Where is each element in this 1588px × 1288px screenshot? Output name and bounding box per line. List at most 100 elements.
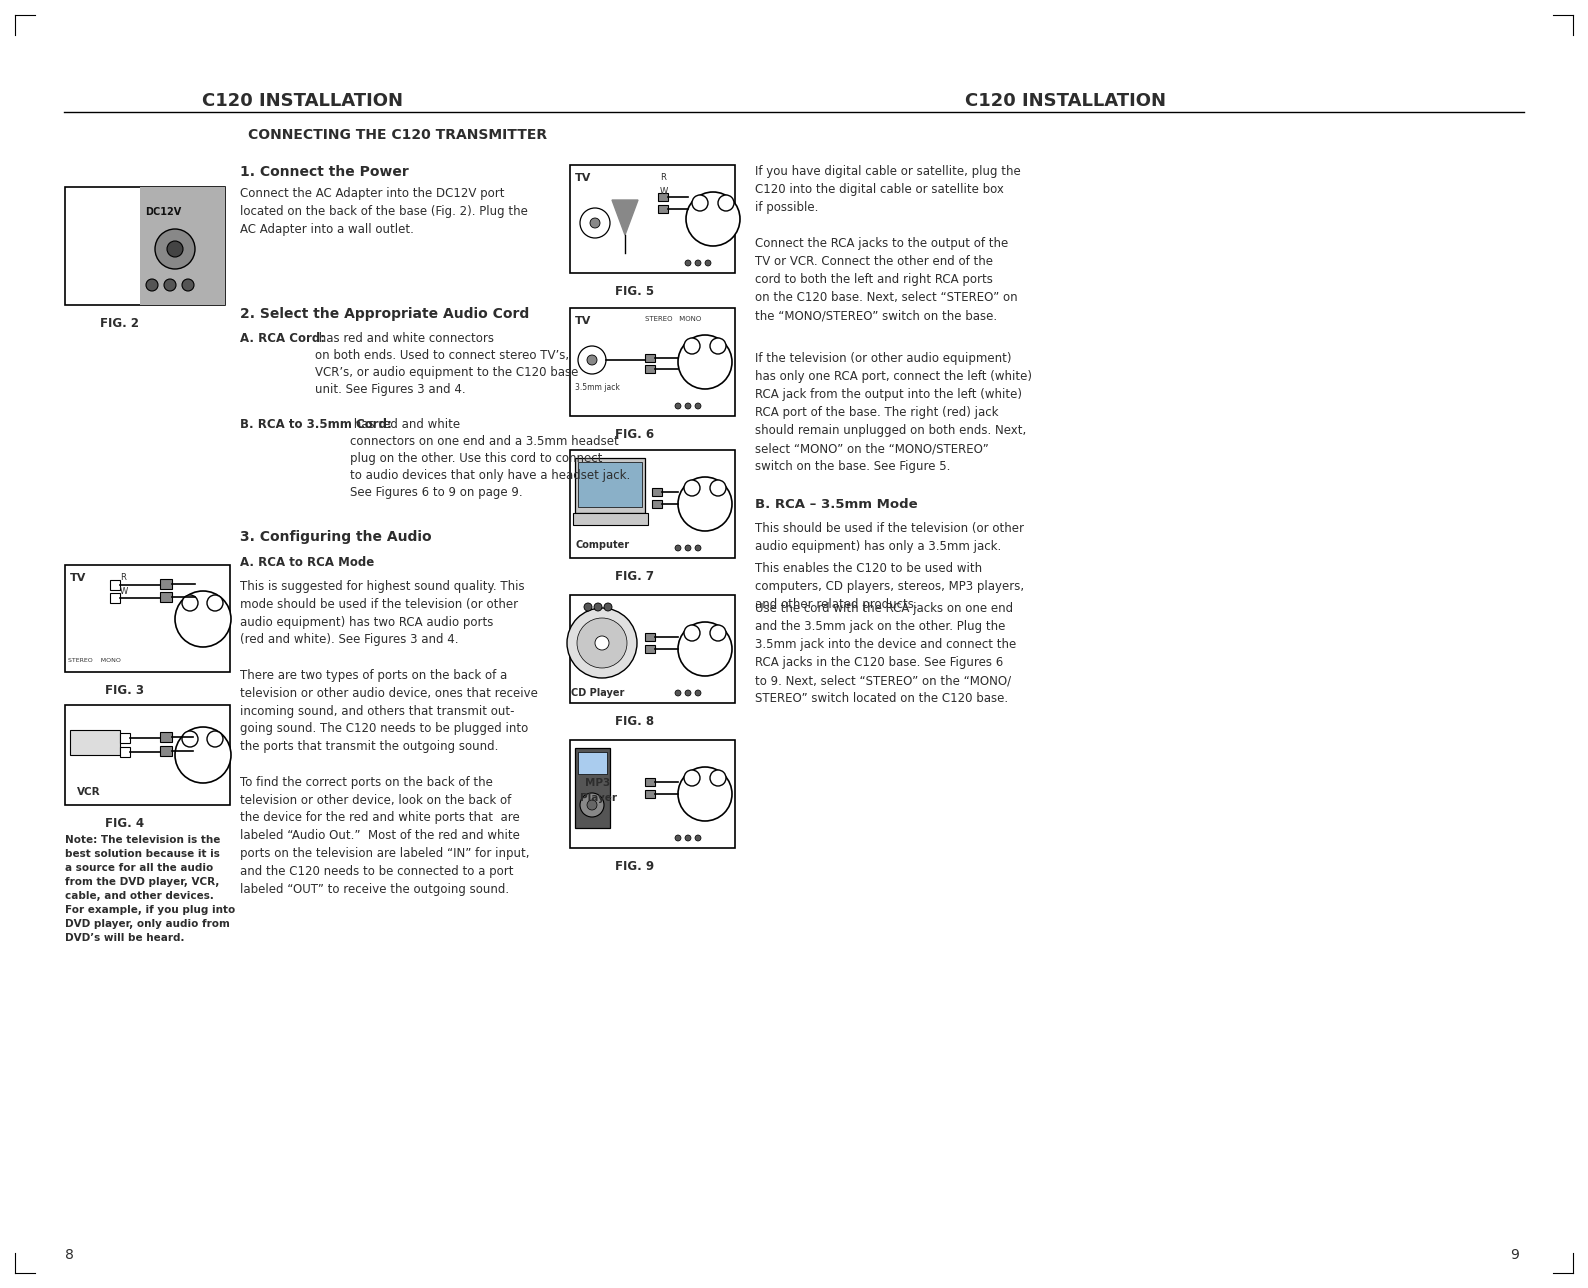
Text: This should be used if the television (or other
audio equipment) has only a 3.5m: This should be used if the television (o… [754,522,1024,553]
Bar [645,778,654,786]
Text: R: R [661,173,665,182]
Bar [573,513,648,526]
Text: If the television (or other audio equipment)
has only one RCA port, connect the : If the television (or other audio equipm… [754,352,1032,473]
Circle shape [696,545,700,551]
Circle shape [164,279,176,291]
Bar [121,733,130,743]
Circle shape [692,194,708,211]
Circle shape [591,218,600,228]
Circle shape [675,835,681,841]
Circle shape [684,625,700,641]
Circle shape [688,775,723,811]
Circle shape [675,545,681,551]
Circle shape [175,726,230,783]
Circle shape [588,800,597,810]
Text: C120 INSTALLATION: C120 INSTALLATION [966,91,1166,109]
Polygon shape [611,200,638,234]
Circle shape [696,835,700,841]
Text: DC12V: DC12V [145,207,181,216]
Text: B. RCA – 3.5mm Mode: B. RCA – 3.5mm Mode [754,498,918,511]
Text: Note: The television is the
best solution because it is
a source for all the aud: Note: The television is the best solutio… [65,835,235,943]
Circle shape [686,192,740,246]
Circle shape [588,355,597,365]
Text: R: R [121,573,125,582]
Bar [578,462,642,507]
Bar [110,580,121,590]
Circle shape [156,229,195,269]
Text: TV: TV [70,573,86,583]
Text: Connect the RCA jacks to the output of the
TV or VCR. Connect the other end of t: Connect the RCA jacks to the output of t… [754,237,1018,322]
Circle shape [596,636,610,650]
Circle shape [710,770,726,786]
Bar [653,488,662,496]
Text: Connect the AC Adapter into the DC12V port
located on the back of the base (Fig.: Connect the AC Adapter into the DC12V po… [240,187,527,236]
Bar [575,459,645,513]
Circle shape [580,793,603,817]
Bar [645,354,654,362]
Bar [160,732,172,742]
Bar [653,500,662,507]
Bar [160,746,172,756]
Bar [110,592,121,603]
Bar [65,187,225,305]
Circle shape [710,337,726,354]
Text: This is suggested for highest sound quality. This
mode should be used if the tel: This is suggested for highest sound qual… [240,580,538,895]
Circle shape [688,344,723,380]
Bar [160,580,172,589]
Bar [65,565,230,672]
Circle shape [688,486,723,522]
Circle shape [710,480,726,496]
Circle shape [206,732,222,747]
Circle shape [688,631,723,667]
Text: FIG. 9: FIG. 9 [615,860,654,873]
Bar [121,747,130,757]
Text: 3.5mm jack: 3.5mm jack [575,383,619,392]
Circle shape [184,737,221,773]
Circle shape [175,591,230,647]
Circle shape [678,335,732,389]
Bar [570,308,735,416]
Circle shape [678,622,732,676]
Bar [645,632,654,641]
Text: 3. Configuring the Audio: 3. Configuring the Audio [240,529,432,544]
Text: W: W [121,587,129,596]
Text: Computer: Computer [575,540,629,550]
Text: TV: TV [575,173,591,183]
Text: FIG. 8: FIG. 8 [615,715,654,728]
Text: 9: 9 [1510,1248,1518,1262]
Text: CONNECTING THE C120 TRANSMITTER: CONNECTING THE C120 TRANSMITTER [248,128,548,142]
Circle shape [718,194,734,211]
Circle shape [594,603,602,611]
Text: CD Player: CD Player [572,688,624,698]
Circle shape [567,608,637,677]
Circle shape [684,337,700,354]
Circle shape [684,403,691,410]
Text: has red and white
connectors on one end and a 3.5mm headset
plug on the other. U: has red and white connectors on one end … [349,419,630,498]
Text: FIG. 3: FIG. 3 [105,684,145,697]
Bar [140,187,225,305]
Text: This enables the C120 to be used with
computers, CD players, stereos, MP3 player: This enables the C120 to be used with co… [754,562,1024,611]
Text: MP3: MP3 [584,778,610,788]
Bar [570,165,735,273]
Circle shape [167,241,183,258]
Bar [575,748,610,828]
Text: B. RCA to 3.5mm Cord:: B. RCA to 3.5mm Cord: [240,419,392,431]
Text: STEREO   MONO: STEREO MONO [645,316,702,322]
Circle shape [705,260,711,267]
Text: FIG. 4: FIG. 4 [105,817,145,829]
Bar [657,205,669,213]
Text: FIG. 6: FIG. 6 [615,428,654,440]
Bar [570,741,735,848]
Text: STEREO    MONO: STEREO MONO [68,658,121,663]
Bar [570,450,735,558]
Text: 1. Connect the Power: 1. Connect the Power [240,165,408,179]
Circle shape [684,835,691,841]
Circle shape [696,403,700,410]
Text: VCR: VCR [76,787,100,797]
Text: Player: Player [580,793,618,802]
Bar [160,592,172,601]
Circle shape [580,207,610,238]
Circle shape [184,601,221,638]
Circle shape [710,625,726,641]
Text: FIG. 7: FIG. 7 [615,571,654,583]
